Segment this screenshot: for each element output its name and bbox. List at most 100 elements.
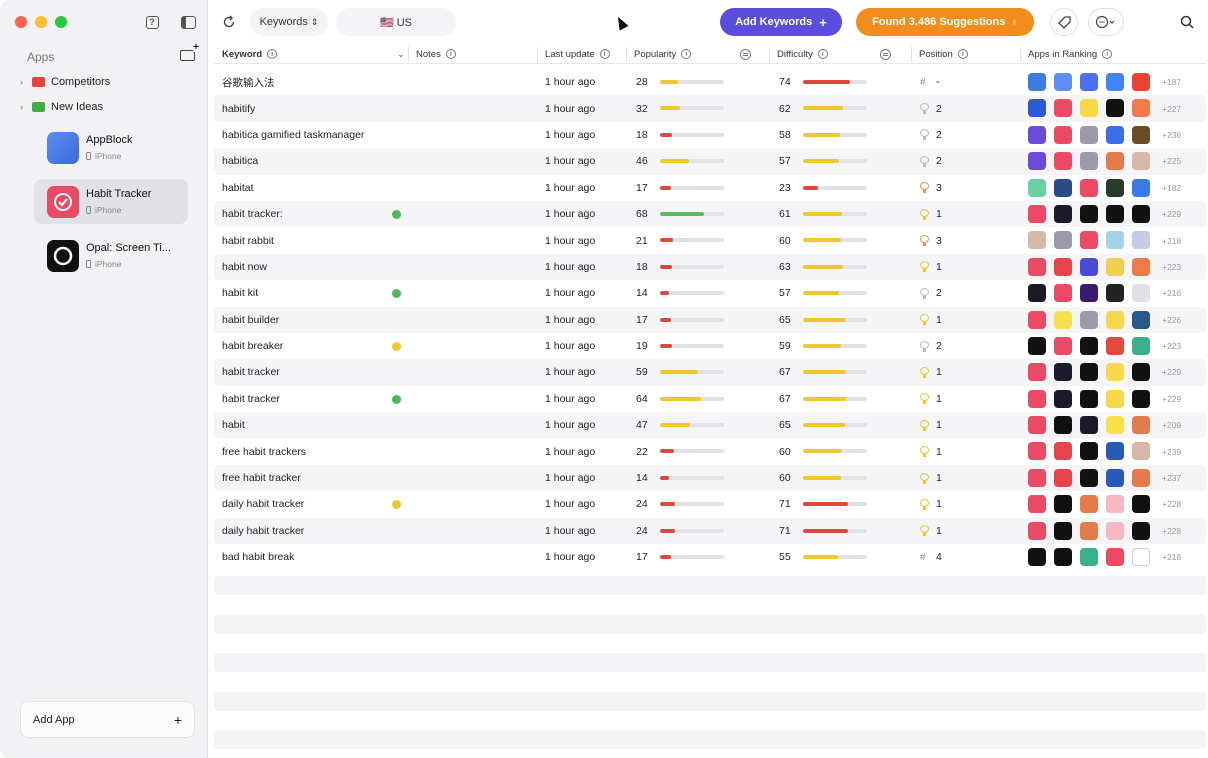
ranking-app-icon[interactable] <box>1054 336 1072 355</box>
more-apps-count[interactable]: +187 <box>1162 77 1182 88</box>
keyword-cell[interactable]: habitica gamified taskmanager <box>222 128 365 141</box>
ranking-app-icon[interactable] <box>1132 231 1150 250</box>
ranking-app-icon[interactable] <box>1054 125 1072 144</box>
refresh-icon[interactable] <box>216 8 242 36</box>
table-row[interactable]: habit breaker 1 hour ago 19 59 2 +223 <box>214 333 1206 359</box>
ranking-app-icon[interactable] <box>1132 416 1150 435</box>
ranking-app-icon[interactable] <box>1106 152 1124 171</box>
ranking-app-icon[interactable] <box>1054 521 1072 540</box>
note-dot[interactable] <box>392 289 401 299</box>
ranking-app-icon[interactable] <box>1080 363 1098 382</box>
ranking-app-icon[interactable] <box>1080 548 1098 567</box>
keyword-cell[interactable]: habit now <box>222 260 267 273</box>
more-apps-count[interactable]: +236 <box>1162 129 1182 140</box>
group-competitors[interactable]: › Competitors <box>20 74 110 90</box>
table-row[interactable]: habit now 1 hour ago 18 63 1 +223 <box>214 253 1206 281</box>
ranking-app-icon[interactable] <box>1054 310 1072 329</box>
keyword-cell[interactable]: habit rabbit <box>222 234 274 247</box>
ranking-app-icon[interactable] <box>1028 442 1046 461</box>
ranking-app-icon[interactable] <box>1054 442 1072 461</box>
ranking-app-icon[interactable] <box>1054 152 1072 171</box>
table-row[interactable]: 谷歌输入法 1 hour ago 28 74 # - +187 <box>214 69 1206 95</box>
mode-dropdown[interactable]: Keywords ⇕ <box>250 8 328 36</box>
ranking-app-icon[interactable] <box>1106 389 1124 408</box>
ranking-app-icon[interactable] <box>1080 152 1098 171</box>
ranking-app-icon[interactable] <box>1106 257 1124 276</box>
ranking-app-icon[interactable] <box>1080 231 1098 250</box>
ranking-app-icon[interactable] <box>1080 204 1098 223</box>
ranking-app-icon[interactable] <box>1028 152 1046 171</box>
ranking-app-icon[interactable] <box>1080 178 1098 197</box>
ranking-app-icon[interactable] <box>1054 231 1072 250</box>
ranking-app-icon[interactable] <box>1028 125 1046 144</box>
table-row[interactable]: free habit trackers 1 hour ago 22 60 1 +239 <box>214 438 1206 464</box>
ranking-app-icon[interactable] <box>1028 548 1046 567</box>
ranking-app-icon[interactable] <box>1106 336 1124 355</box>
ranking-app-icon[interactable] <box>1132 548 1150 567</box>
ranking-app-icon[interactable] <box>1132 204 1150 223</box>
ranking-app-icon[interactable] <box>1132 284 1150 303</box>
col-difficulty[interactable]: Difficulty i <box>777 44 828 64</box>
more-apps-count[interactable]: +229 <box>1162 367 1182 378</box>
table-row[interactable]: habit 1 hour ago 47 65 1 +209 <box>214 412 1206 439</box>
ranking-app-icon[interactable] <box>1106 178 1124 197</box>
more-options-icon[interactable] <box>1088 8 1124 36</box>
keyword-cell[interactable]: 谷歌输入法 <box>222 76 275 89</box>
ranking-app-icon[interactable] <box>1106 204 1124 223</box>
col-last-update[interactable]: Last update i <box>545 44 610 64</box>
add-folder-icon[interactable] <box>180 43 199 61</box>
keyword-cell[interactable]: daily habit tracker <box>222 524 305 537</box>
table-row[interactable]: habitica gamified taskmanager 1 hour ago 1… <box>214 122 1206 148</box>
table-row[interactable]: habit rabbit 1 hour ago 21 60 3 +218 <box>214 227 1206 253</box>
sidebar-toggle-icon[interactable] <box>180 14 196 30</box>
ranking-app-icon[interactable] <box>1028 73 1046 91</box>
ranking-app-icon[interactable] <box>1028 416 1046 435</box>
ranking-app-icon[interactable] <box>1054 99 1072 118</box>
info-icon[interactable]: i <box>957 49 968 59</box>
keyword-cell[interactable]: habit <box>222 419 245 432</box>
ranking-app-icon[interactable] <box>1132 152 1150 171</box>
tag-icon[interactable] <box>1050 8 1078 36</box>
sort-chevron-icon[interactable]: ⌄ <box>397 48 405 60</box>
ranking-app-icon[interactable] <box>1106 495 1124 514</box>
col-position[interactable]: Position i <box>919 44 968 64</box>
ranking-app-icon[interactable] <box>1054 416 1072 435</box>
more-apps-count[interactable]: +216 <box>1162 288 1182 299</box>
table-row[interactable]: habit tracker 1 hour ago 59 67 1 +229 <box>214 359 1206 386</box>
ranking-app-icon[interactable] <box>1106 284 1124 303</box>
ranking-app-icon[interactable] <box>1028 99 1046 118</box>
ranking-app-icon[interactable] <box>1132 336 1150 355</box>
add-app-button[interactable]: Add App + <box>20 701 195 738</box>
minimize-window-button[interactable] <box>35 16 47 28</box>
keyword-cell[interactable]: free habit trackers <box>222 445 307 458</box>
keyword-cell[interactable]: habitica <box>222 155 259 168</box>
ranking-app-icon[interactable] <box>1028 284 1046 303</box>
ranking-app-icon[interactable] <box>1132 495 1150 514</box>
ranking-app-icon[interactable] <box>1028 495 1046 514</box>
table-row[interactable]: habit builder 1 hour ago 17 65 1 +226 <box>214 306 1206 333</box>
keyword-cell[interactable]: free habit tracker <box>222 472 301 485</box>
ranking-app-icon[interactable] <box>1106 521 1124 540</box>
ranking-app-icon[interactable] <box>1054 495 1072 514</box>
more-apps-count[interactable]: +225 <box>1162 156 1182 167</box>
ranking-app-icon[interactable] <box>1080 416 1098 435</box>
ranking-app-icon[interactable] <box>1132 257 1150 276</box>
col-popularity[interactable]: Popularity i <box>634 44 692 64</box>
ranking-app-icon[interactable] <box>1054 257 1072 276</box>
table-row[interactable]: daily habit tracker 1 hour ago 24 71 1 +228 <box>214 517 1206 545</box>
table-row[interactable]: habit tracker 1 hour ago 64 67 1 +229 <box>214 386 1206 412</box>
ranking-app-icon[interactable] <box>1106 548 1124 567</box>
ranking-app-icon[interactable] <box>1028 231 1046 250</box>
info-icon[interactable]: i <box>817 49 828 59</box>
zoom-window-button[interactable] <box>55 16 67 28</box>
ranking-app-icon[interactable] <box>1028 521 1046 540</box>
ranking-app-icon[interactable] <box>1106 125 1124 144</box>
keyword-cell[interactable]: habit tracker: <box>222 208 283 221</box>
ranking-app-icon[interactable] <box>1080 257 1098 276</box>
more-apps-count[interactable]: +182 <box>1162 182 1182 193</box>
ranking-app-icon[interactable] <box>1132 125 1150 144</box>
ranking-app-icon[interactable] <box>1054 204 1072 223</box>
ranking-app-icon[interactable] <box>1132 521 1150 540</box>
ranking-app-icon[interactable] <box>1080 521 1098 540</box>
ranking-app-icon[interactable] <box>1080 495 1098 514</box>
